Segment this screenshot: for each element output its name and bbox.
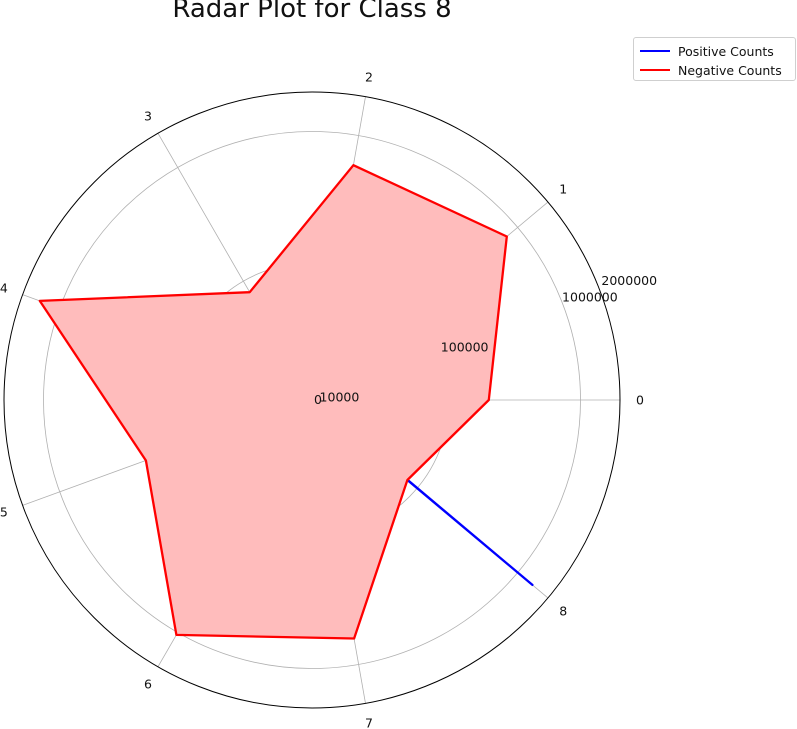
radial-tick-label: 1000000	[562, 289, 618, 304]
category-label: 6	[144, 677, 152, 692]
series-line	[38, 164, 508, 640]
legend-label-positive: Positive Counts	[678, 43, 774, 59]
legend-label-negative: Negative Counts	[678, 62, 782, 78]
legend-swatch-positive	[640, 50, 670, 52]
category-label: 0	[636, 393, 644, 408]
legend-item-positive: Positive Counts	[640, 43, 774, 59]
radial-tick-label: 2000000	[601, 273, 657, 288]
category-label: 7	[365, 716, 373, 729]
polar-frame	[3, 91, 621, 709]
category-label: 3	[144, 108, 152, 123]
legend: Positive Counts Negative Counts	[633, 37, 796, 81]
category-label: 5	[0, 505, 8, 520]
series-fill	[39, 165, 507, 639]
chart-title: Radar Plot for Class 8	[172, 0, 452, 24]
category-label: 2	[365, 69, 373, 84]
radial-tick-label: 10000	[320, 390, 360, 405]
category-label: 4	[0, 280, 8, 295]
legend-item-negative: Negative Counts	[640, 62, 782, 78]
category-label: 8	[559, 603, 567, 618]
legend-swatch-negative	[640, 69, 670, 71]
category-label: 1	[559, 182, 567, 197]
radial-tick-label: 0	[314, 392, 322, 407]
radial-tick-label: 100000	[441, 339, 489, 354]
